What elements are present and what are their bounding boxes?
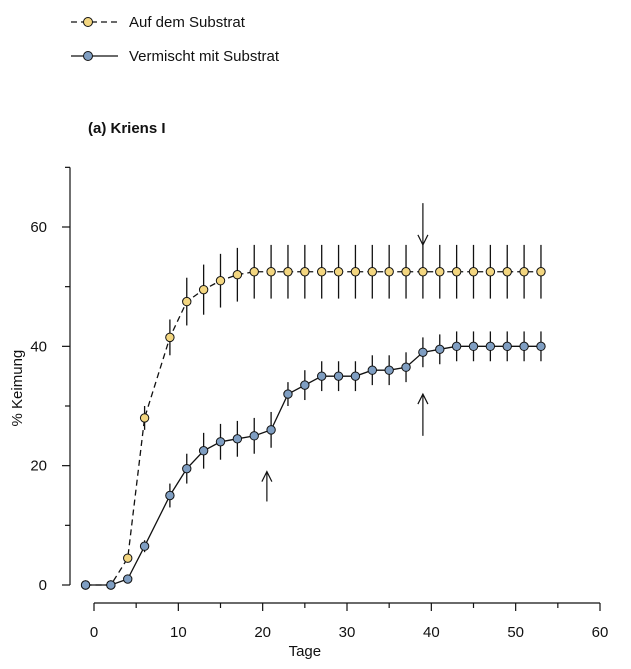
y-tick-label: 40	[30, 338, 47, 355]
y-tick-label: 20	[30, 458, 47, 475]
arrow-up-icon	[417, 392, 429, 436]
data-point	[519, 341, 529, 352]
arrow-down-icon	[417, 203, 429, 247]
data-point	[165, 490, 175, 501]
data-point	[401, 362, 411, 372]
legend-label: Auf dem Substrat	[129, 14, 246, 31]
series-line	[85, 345, 541, 586]
data-point	[468, 341, 479, 352]
arrow-head	[261, 470, 273, 482]
x-tick-label: 0	[90, 624, 98, 641]
x-tick-label: 30	[339, 624, 356, 641]
x-tick-label: 50	[507, 624, 524, 641]
x-tick-label: 10	[170, 624, 187, 641]
data-point	[468, 267, 479, 277]
data-point	[232, 270, 243, 280]
data-point	[401, 267, 411, 277]
arrow-head	[417, 392, 429, 405]
data-point	[249, 431, 259, 441]
data-point	[350, 267, 361, 277]
x-axis-label: Tage	[289, 643, 322, 660]
data-point	[165, 332, 175, 343]
data-point	[536, 267, 546, 277]
legend-marker	[83, 51, 93, 61]
legend-item: Auf dem Substrat	[71, 14, 246, 31]
series-2	[80, 331, 546, 590]
arrow-up-icon	[261, 470, 273, 502]
legend-item: Vermischt mit Substrat	[71, 48, 280, 65]
data-point	[536, 341, 546, 352]
data-point	[300, 380, 310, 390]
data-point	[182, 463, 192, 474]
data-point	[139, 413, 150, 423]
legend-marker	[83, 17, 93, 27]
data-point	[384, 267, 394, 277]
data-point	[502, 341, 512, 352]
data-point	[232, 434, 243, 444]
data-point	[123, 574, 133, 584]
data-point	[266, 267, 276, 277]
y-tick-label: 0	[39, 577, 47, 594]
data-point	[80, 580, 91, 590]
data-point	[350, 371, 361, 381]
data-point	[519, 267, 529, 277]
data-point	[333, 371, 344, 381]
legend: Auf dem Substrat Vermischt mit Substrat	[71, 14, 280, 65]
x-tick-label: 40	[423, 624, 440, 641]
arrow-head	[417, 234, 429, 247]
data-point	[435, 267, 445, 277]
data-point	[198, 446, 209, 456]
data-point	[317, 267, 327, 277]
x-tick-label: 20	[254, 624, 271, 641]
legend-label: Vermischt mit Substrat	[129, 48, 280, 65]
data-point	[418, 347, 428, 357]
series-line	[85, 271, 541, 586]
data-point	[451, 341, 462, 352]
data-point	[283, 267, 293, 277]
y-axis-label: % Keimung	[9, 350, 26, 427]
data-point	[367, 267, 377, 277]
data-point	[317, 371, 327, 381]
data-point	[367, 365, 377, 375]
data-point	[485, 341, 496, 352]
data-point	[106, 580, 116, 590]
data-point	[502, 267, 512, 277]
chart-title: (a) Kriens I	[88, 120, 166, 137]
axes: 0 10 20 30 40 50 60 0 20 40 60 Tage % Keimung	[9, 166, 609, 660]
y-tick-label: 60	[30, 219, 47, 236]
data-point	[300, 267, 310, 277]
data-point	[123, 553, 133, 563]
data-point	[215, 437, 226, 447]
plot-area	[80, 203, 546, 590]
data-point	[418, 267, 428, 277]
x-tick-label: 60	[592, 624, 609, 641]
data-point	[451, 267, 462, 277]
series-1	[80, 244, 546, 590]
data-point	[215, 276, 226, 286]
data-point	[384, 365, 394, 375]
data-point	[266, 425, 276, 435]
data-point	[485, 267, 496, 277]
data-point	[435, 344, 445, 355]
data-point	[283, 389, 293, 399]
data-point	[182, 296, 192, 307]
data-point	[249, 267, 259, 277]
data-point	[198, 284, 209, 295]
data-point	[333, 267, 344, 277]
data-point	[139, 541, 150, 551]
